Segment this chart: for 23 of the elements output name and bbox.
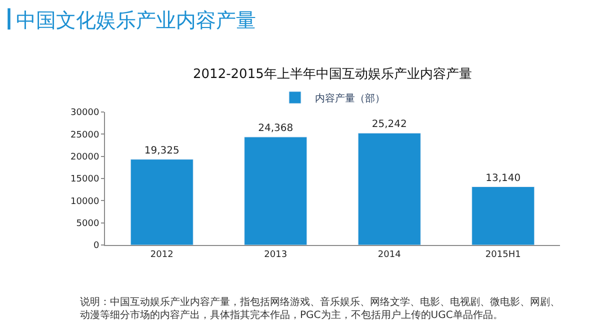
text: 25,242 — [372, 119, 407, 130]
x-tick-label: 2013 — [264, 250, 288, 260]
bar — [358, 132, 421, 245]
x-tick-label: 2012 — [150, 250, 174, 260]
bar — [130, 159, 194, 245]
y-tick-label: 25000 — [70, 130, 100, 140]
bar — [244, 136, 308, 245]
text: 说明：中国互动娱乐产业内容产量，指包括网络游戏、音乐娱乐、网络文学、电影、电视剧、微电影、网剧、动漫等细分市场的内容产出，具体指其完本作品，PGC为主，不包括用户上传的UGC单品作品。 — [80, 296, 560, 321]
chart-title: 中国文化娱乐产业内容产量 — [16, 8, 256, 32]
y-tick-label: 15000 — [70, 174, 100, 185]
bar — [472, 186, 535, 245]
text: 24,368 — [258, 122, 294, 134]
y-tick-label: 20000 — [70, 152, 100, 162]
y-tick-label: 5000 — [76, 218, 100, 229]
y-tick-label: 30000 — [70, 108, 100, 118]
y-tick-label: 0 — [93, 241, 100, 252]
text: 19,325 — [144, 145, 180, 156]
chart-subtitle: 2012-2015年上半年中国互动娱乐产业内容产量 — [193, 66, 472, 82]
y-tick-label: 10000 — [70, 196, 100, 207]
legend-label: 内容产量（部） — [315, 92, 385, 104]
x-tick-label: 2015H1 — [485, 250, 521, 260]
x-tick-label: 2014 — [378, 250, 402, 260]
text: 13,140 — [486, 172, 521, 184]
